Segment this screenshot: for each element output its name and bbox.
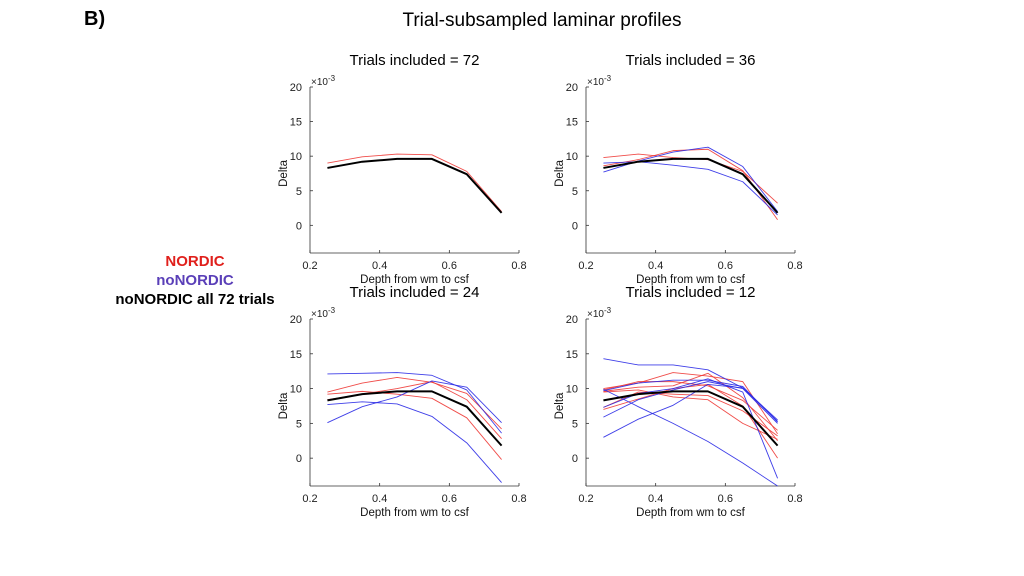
x-axis-label: Depth from wm to csf — [636, 507, 745, 519]
y-tick-label: 5 — [572, 418, 578, 430]
subplot-title: Trials included = 24 — [350, 284, 480, 301]
y-tick-label: 5 — [296, 418, 302, 430]
x-tick-label: 0.6 — [718, 260, 733, 272]
series-line-nonordic-10 — [603, 381, 778, 424]
legend-entry-nonordic: noNORDIC — [156, 272, 234, 289]
x-tick-label: 0.4 — [372, 260, 387, 272]
subplot-2: Trials included = 36 0.2 0.4 0.6 0.8 0 5 10 15 20… — [554, 52, 803, 286]
y-tick-label: 20 — [290, 314, 302, 326]
y-tick-label: 0 — [296, 220, 302, 232]
series-line-nonordic-4 — [327, 372, 502, 434]
y-exponent-base: ×10 — [311, 77, 328, 88]
y-tick-label: 0 — [572, 220, 578, 232]
y-exponent-label: ×10-3 — [587, 74, 612, 88]
series-line-nordic-1 — [327, 377, 502, 430]
y-axis-label: Delta — [278, 159, 290, 186]
series-line-nonordic-3 — [603, 161, 778, 216]
series-line-nonordic-7 — [603, 358, 778, 421]
x-axis-label: Depth from wm to csf — [360, 274, 469, 286]
legend-entry-nordic: NORDIC — [165, 253, 225, 270]
panel-label: B) — [84, 8, 106, 30]
series-line-nonordic-12 — [603, 379, 778, 423]
x-tick-label: 0.6 — [442, 493, 457, 505]
y-exponent-base: ×10 — [587, 77, 604, 88]
y-axis-label: Delta — [278, 392, 290, 419]
x-tick-label: 0.2 — [578, 260, 593, 272]
x-tick-label: 0.6 — [718, 493, 733, 505]
y-exponent-label: ×10-3 — [311, 74, 336, 88]
y-exponent-label: ×10-3 — [311, 306, 336, 320]
subplot-3: Trials included = 24 0.2 0.4 0.6 0.8 0 5 10 15 20… — [278, 284, 527, 519]
y-tick-label: 15 — [566, 117, 578, 129]
series-line-nordic-1 — [327, 153, 502, 212]
x-tick-label: 0.8 — [511, 260, 526, 272]
series-line-nordic-2 — [327, 390, 502, 460]
y-exponent-power: -3 — [604, 306, 612, 315]
subplot-title: Trials included = 12 — [626, 284, 756, 301]
y-exponent-power: -3 — [328, 74, 336, 83]
y-tick-label: 5 — [296, 186, 302, 198]
y-exponent-base: ×10 — [311, 309, 328, 320]
x-tick-label: 0.8 — [787, 493, 802, 505]
subplot-title: Trials included = 72 — [350, 52, 480, 69]
y-tick-label: 15 — [566, 349, 578, 361]
y-axis-label: Delta — [554, 159, 566, 186]
y-tick-label: 0 — [572, 453, 578, 465]
series-line-nonordic-5 — [327, 401, 502, 483]
series-line-nordic-4 — [603, 389, 778, 440]
y-tick-label: 10 — [290, 384, 302, 396]
legend: NORDIC noNORDIC noNORDIC all 72 trials — [95, 252, 295, 309]
series-line-nonordic-8 — [603, 383, 778, 438]
y-tick-label: 20 — [290, 82, 302, 94]
x-tick-label: 0.6 — [442, 260, 457, 272]
y-exponent-power: -3 — [328, 306, 336, 315]
y-tick-label: 0 — [296, 453, 302, 465]
x-tick-label: 0.2 — [578, 493, 593, 505]
series-line-nordic-6 — [603, 381, 778, 431]
y-tick-label: 10 — [566, 151, 578, 163]
y-tick-label: 5 — [572, 186, 578, 198]
series-line-nonordic-all-72-trials-7 — [327, 390, 503, 447]
y-tick-label: 10 — [566, 384, 578, 396]
y-exponent-label: ×10-3 — [587, 306, 612, 320]
series-line-nonordic-11 — [603, 378, 779, 479]
series-line-nordic-1 — [603, 372, 778, 435]
series-line-nonordic-all-72-trials-13 — [603, 390, 779, 447]
x-tick-label: 0.2 — [302, 260, 317, 272]
y-tick-label: 20 — [566, 314, 578, 326]
y-tick-label: 15 — [290, 349, 302, 361]
subplot-1: Trials included = 72 0.2 0.4 0.6 0.8 0 5 10 15 20… — [278, 52, 527, 286]
x-tick-label: 0.4 — [648, 260, 663, 272]
x-tick-label: 0.8 — [787, 260, 802, 272]
series-line-nonordic-6 — [327, 380, 502, 424]
subplot-4: Trials included = 12 0.2 0.4 0.6 0.8 0 5 10 15 20… — [554, 284, 803, 519]
y-exponent-power: -3 — [604, 74, 612, 83]
x-tick-label: 0.4 — [372, 493, 387, 505]
subplot-title: Trials included = 36 — [626, 52, 756, 69]
y-tick-label: 15 — [290, 117, 302, 129]
y-exponent-base: ×10 — [587, 309, 604, 320]
series-line-nonordic-9 — [603, 388, 778, 487]
y-axis-label: Delta — [554, 392, 566, 419]
x-axis-label: Depth from wm to csf — [636, 274, 745, 286]
figure-title: Trial-subsampled laminar profiles — [402, 10, 682, 31]
x-tick-label: 0.8 — [511, 493, 526, 505]
series-line-nonordic-all-72-trials-2 — [327, 157, 503, 214]
series-line-nonordic-all-72-trials-5 — [603, 157, 779, 214]
y-tick-label: 20 — [566, 82, 578, 94]
y-tick-label: 10 — [290, 151, 302, 163]
x-axis-label: Depth from wm to csf — [360, 507, 469, 519]
legend-entry-all-trials: noNORDIC all 72 trials — [115, 291, 275, 308]
x-tick-label: 0.4 — [648, 493, 663, 505]
x-tick-label: 0.2 — [302, 493, 317, 505]
